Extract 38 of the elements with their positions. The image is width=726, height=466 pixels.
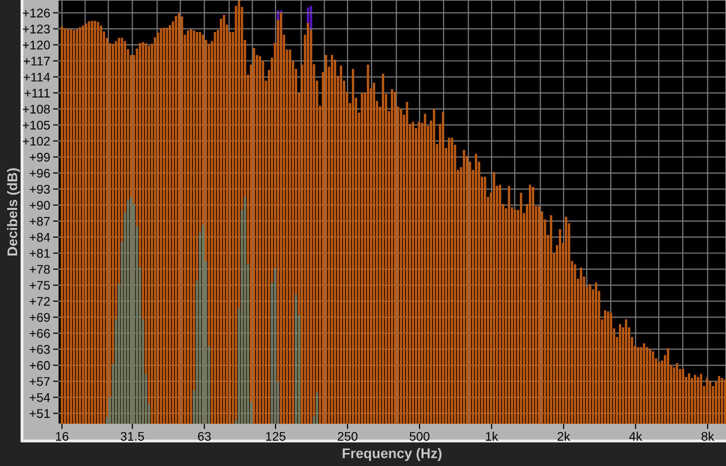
y-tick-label: +108 [22,104,50,114]
x-tick-label: 500 [410,432,430,441]
x-tick-label: 16 [56,432,68,441]
y-tick-label: +84 [30,232,50,242]
x-axis-title: Frequency (Hz) [342,448,442,461]
y-tick-label: +126 [22,8,50,18]
y-axis-title: Decibels (dB) [7,168,20,256]
y-tick-label: +120 [22,40,50,50]
y-tick-label: +81 [30,248,50,258]
y-tick-label: +75 [30,281,50,290]
y-tick-label: +51 [30,409,50,418]
x-tick-label: 2k [558,432,570,441]
y-tick-label: +114 [24,72,50,82]
x-tick-label: 125 [266,432,286,441]
x-tick-label: 250 [338,432,358,441]
y-tick-label: +78 [30,264,50,274]
y-tick-label: +66 [30,329,50,338]
y-tick-label: +60 [30,361,50,370]
x-tick-label: 8k [702,432,714,441]
y-tick-label: +72 [30,296,50,306]
y-tick-label: +105 [22,120,50,130]
y-tick-label: +111 [24,88,50,98]
y-tick-label: +102 [22,136,50,146]
x-tick-label: 63 [198,432,211,441]
x-tick-label: 1k [486,432,498,441]
y-tick-label: +96 [30,168,50,178]
y-tick-label: +69 [30,313,50,322]
x-tick-label: 4k [629,432,642,441]
y-tick-label: +123 [22,24,50,34]
y-tick-label: +93 [30,184,50,194]
y-tick-label: +117 [24,56,50,66]
y-tick-label: +99 [30,152,50,162]
y-tick-label: +90 [30,200,50,210]
y-tick-label: +57 [30,377,50,386]
y-tick-label: +54 [30,393,50,402]
x-tick-label: 31.5 [120,432,144,441]
y-tick-label: +63 [30,345,50,354]
y-tick-label: +87 [30,216,50,226]
